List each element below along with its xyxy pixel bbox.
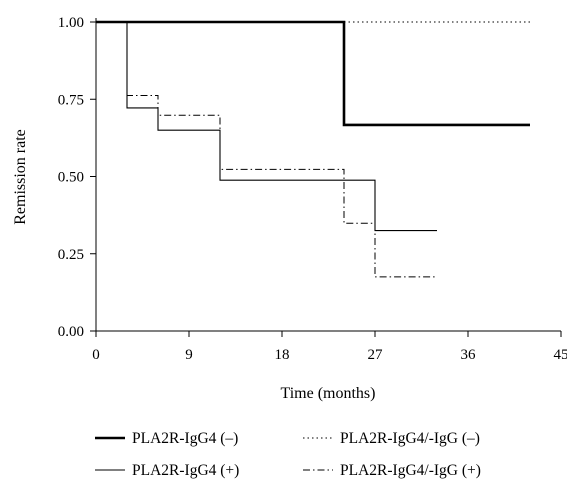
y-tick-label: 0.50 [58,170,84,186]
y-tick-label: 0.00 [58,324,84,340]
x-tick-label: 36 [461,347,477,363]
x-tick-label: 0 [92,347,100,363]
y-tick-label: 1.00 [58,15,84,31]
x-tick-label: 18 [275,347,290,363]
x-axis-title: Time (months) [281,385,376,402]
legend-label-2: PLA2R-IgG4/-IgG (–) [340,430,480,447]
y-axis-title: Remission rate [12,129,29,225]
y-tick-label: 0.25 [58,247,84,263]
x-tick-label: 9 [185,347,193,363]
series-line-4 [126,22,437,278]
x-tick-label: 27 [368,347,384,363]
series-line-3 [126,22,437,232]
legend: PLA2R-IgG4 (–) PLA2R-IgG4/-IgG (–) PLA2R-I… [95,430,481,479]
legend-label-1: PLA2R-IgG4 (–) [132,430,238,447]
series-line-1 [96,20,530,127]
series-lines [96,20,530,278]
x-tick-label: 45 [554,347,567,363]
legend-label-4: PLA2R-IgG4/-IgG (+) [340,462,481,479]
legend-label-3: PLA2R-IgG4 (+) [132,462,239,479]
y-tick-label: 0.75 [58,92,84,108]
axes: 0 9 18 27 36 45 0.00 0.25 0.50 0.75 1.00 [58,15,567,363]
